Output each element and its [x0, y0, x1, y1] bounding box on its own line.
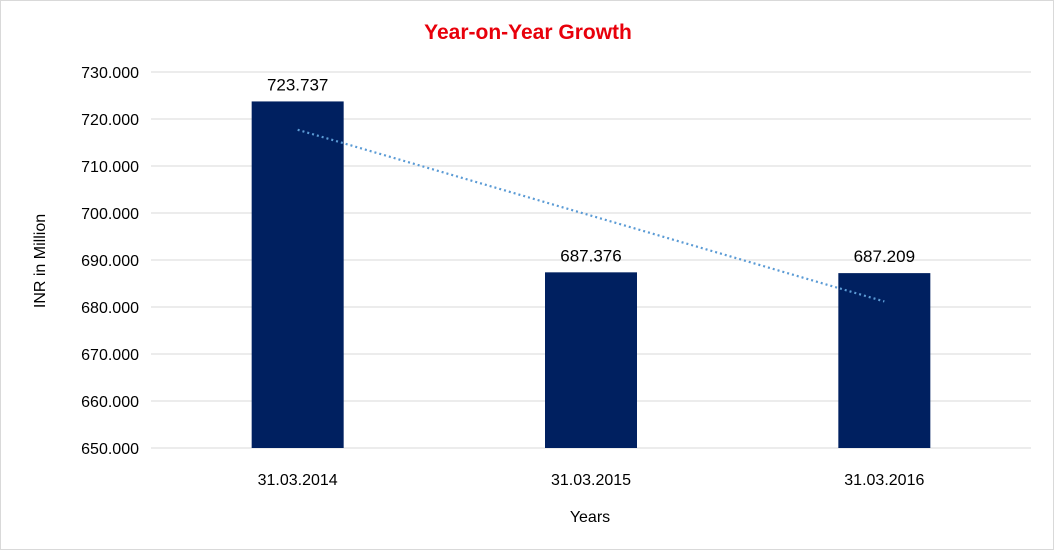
data-label: 723.737 [267, 75, 328, 94]
bar [545, 272, 637, 448]
x-tick-label: 31.03.2016 [844, 472, 924, 489]
y-tick-label: 700.000 [81, 206, 139, 223]
bar [251, 101, 344, 448]
y-tick-label: 670.000 [81, 347, 139, 364]
y-tick-label: 730.000 [81, 65, 139, 82]
x-tick-label: 31.03.2015 [551, 472, 631, 489]
x-tick-label: 31.03.2014 [258, 472, 338, 489]
data-labels: 723.737 687.376 687.209 [267, 75, 915, 266]
x-axis-title: Years [570, 509, 610, 526]
y-tick-label: 660.000 [81, 394, 139, 411]
data-label: 687.209 [854, 247, 915, 266]
data-label: 687.376 [560, 246, 621, 265]
y-tick-label: 690.000 [81, 253, 139, 270]
y-tick-label: 680.000 [81, 300, 139, 317]
chart-title: Year-on-Year Growth [424, 21, 632, 44]
y-axis-title: INR in Million [32, 214, 49, 308]
bars [251, 101, 931, 448]
x-axis-ticks: 31.03.2014 31.03.2015 31.03.2016 [258, 472, 925, 489]
y-axis-ticks: 650.000 660.000 670.000 680.000 690.000 700.0… [81, 65, 139, 458]
trendline-line [297, 128, 885, 303]
bar [838, 273, 931, 448]
trendline [297, 128, 885, 303]
y-tick-label: 720.000 [81, 112, 139, 129]
y-tick-label: 710.000 [81, 159, 139, 176]
y-tick-label: 650.000 [81, 441, 139, 458]
